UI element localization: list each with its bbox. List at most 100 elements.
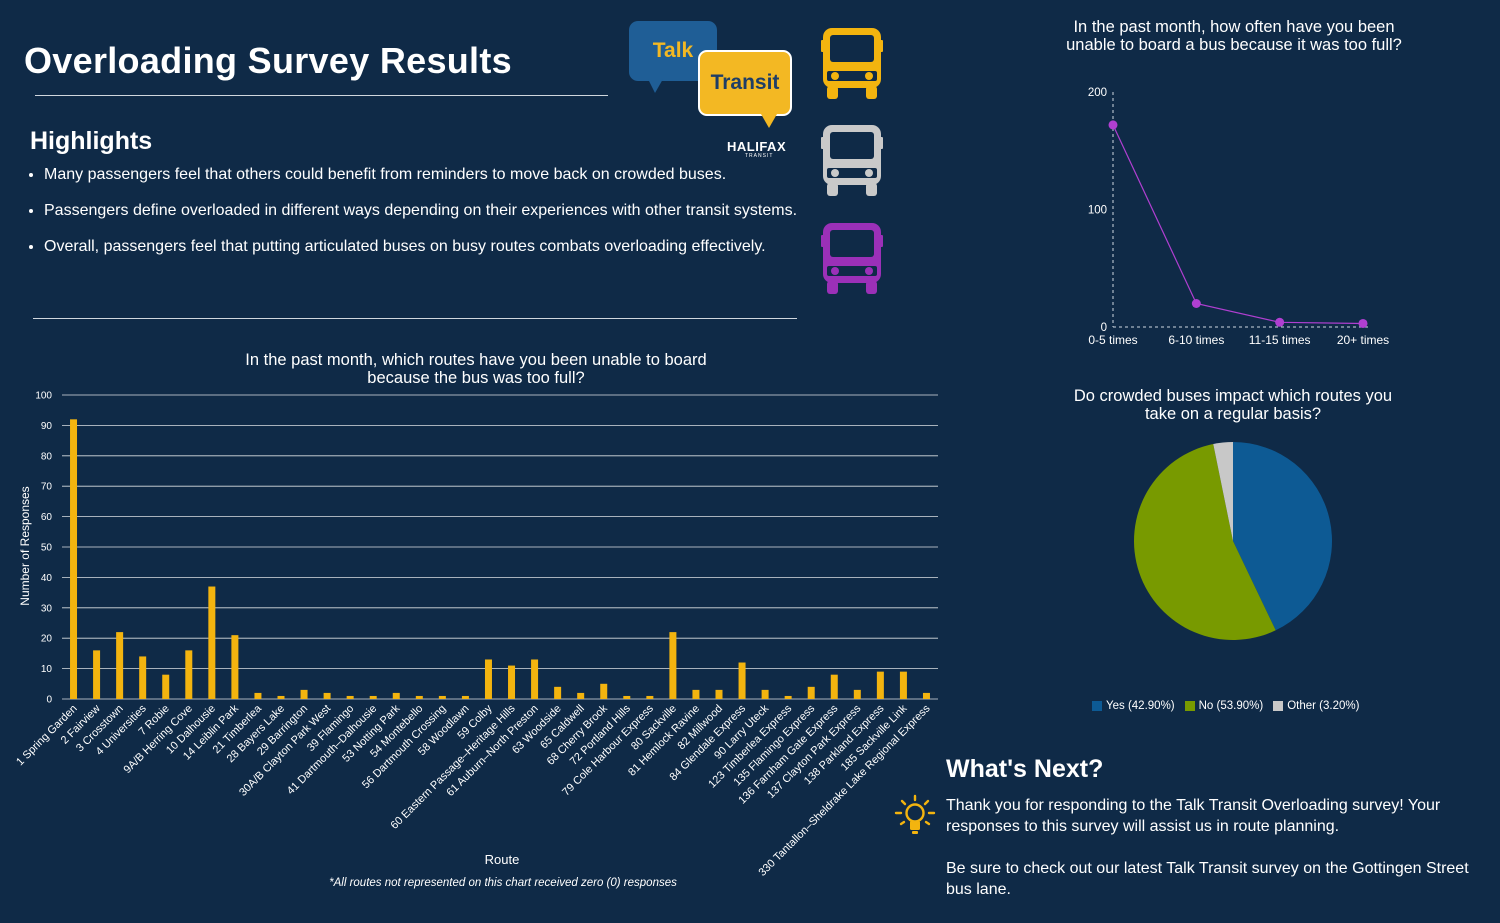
legend-swatch <box>1273 701 1284 711</box>
bus-wheel <box>866 183 877 196</box>
lightbulb-icon <box>894 794 936 834</box>
legend-swatch <box>1092 701 1102 711</box>
bus-wheel <box>866 281 877 294</box>
highlights-list: Many passengers feel that others could b… <box>24 166 844 274</box>
y-tick-label: 30 <box>41 603 53 614</box>
impact-pie-chart <box>1134 442 1332 640</box>
halifax-logo-text: HALIFAX <box>727 139 787 154</box>
bus-mirror <box>879 137 883 149</box>
legend-label: Other (3.20%) <box>1287 700 1360 712</box>
bar <box>415 695 423 699</box>
bar <box>623 695 631 699</box>
data-point <box>1275 317 1285 327</box>
bus-window <box>830 35 874 62</box>
routes-chart-title: In the past month, which routes have you… <box>245 351 707 387</box>
bar <box>922 692 930 699</box>
legend-label: No (53.90%) <box>1198 700 1264 712</box>
bar <box>807 686 815 699</box>
y-tick-label: 200 <box>1088 87 1107 99</box>
talk-transit-logo-transit: Transit <box>698 50 792 116</box>
bar <box>876 671 884 699</box>
bar <box>300 689 308 699</box>
pie-slice <box>1233 442 1332 631</box>
halifax-transit-subtext: TRANSIT <box>745 153 774 159</box>
y-tick-label: 40 <box>41 573 53 584</box>
bar <box>277 695 285 699</box>
bar <box>577 692 585 699</box>
bar <box>600 683 608 699</box>
y-tick-label: 0 <box>46 695 52 706</box>
highlights-divider <box>33 318 797 319</box>
bus-window <box>830 132 874 159</box>
pie-slice <box>1134 443 1276 640</box>
bar <box>346 695 354 699</box>
routes-chart-footnote: *All routes not represented on this char… <box>329 877 677 889</box>
bus-headlight <box>831 267 839 275</box>
bar <box>116 632 124 699</box>
bus-wheel <box>866 86 877 99</box>
bus-bumper <box>827 71 877 81</box>
bar <box>669 632 677 699</box>
frequency-chart-title: In the past month, how often have you be… <box>1066 18 1402 54</box>
bus-icon-yellow <box>821 28 883 99</box>
bus-headlight <box>865 169 873 177</box>
bus-mirror <box>821 235 825 247</box>
y-tick-label: 20 <box>41 634 53 645</box>
bar <box>185 650 193 699</box>
bar <box>784 695 792 699</box>
bar <box>899 671 907 699</box>
bar <box>139 656 147 699</box>
bus-headlight <box>865 267 873 275</box>
bar <box>484 659 492 699</box>
bar <box>392 692 400 699</box>
pie-slice <box>1213 442 1233 541</box>
bar <box>715 689 723 699</box>
y-tick-label: 0 <box>1101 322 1107 334</box>
bus-wheel <box>827 183 838 196</box>
bar <box>93 650 101 699</box>
impact-legend: Yes (42.90%) No (53.90%) Other (3.20%) <box>1092 700 1359 712</box>
bar <box>231 635 239 699</box>
whats-next-thanks: Thank you for responding to the Talk Tra… <box>946 797 1441 835</box>
data-point <box>1108 120 1118 130</box>
bar <box>162 674 170 699</box>
legend-item-yes: Yes (42.90%) <box>1092 700 1175 712</box>
bus-mirror <box>879 40 883 52</box>
bar <box>830 674 838 699</box>
bus-mirror <box>879 235 883 247</box>
bus-mirror <box>821 137 825 149</box>
bus-wheel <box>827 281 838 294</box>
x-tick-label: 11-15 times <box>1249 333 1311 347</box>
bar <box>208 586 216 699</box>
series-line <box>1112 124 1364 325</box>
bus-bumper <box>827 168 877 178</box>
title-divider <box>35 95 608 96</box>
bus-headlight <box>865 72 873 80</box>
bar <box>369 695 377 699</box>
bus-wheel <box>827 86 838 99</box>
frequency-line-chart: 0 100 200 0-5 times 6-10 times 11-15 times 20+… <box>1088 87 1389 347</box>
highlight-item: Overall, passengers feel that putting ar… <box>44 238 844 256</box>
bar <box>461 695 469 699</box>
bus-bumper <box>827 266 877 276</box>
transit-bubble-tail <box>761 114 777 128</box>
talk-bubble-tail <box>648 79 663 93</box>
y-tick-label: 10 <box>41 664 53 675</box>
legend-swatch <box>1184 701 1195 711</box>
whats-next-heading: What's Next? <box>946 755 1104 783</box>
page-title: Overloading Survey Results <box>24 40 512 81</box>
y-tick-label: 50 <box>41 543 53 554</box>
x-tick-label: 0-5 times <box>1088 333 1137 347</box>
y-tick-label: 100 <box>35 391 52 402</box>
legend-item-other: Other (3.20%) <box>1273 700 1359 712</box>
highlight-item: Passengers define overloaded in differen… <box>44 202 844 220</box>
bar <box>323 692 331 699</box>
legend-label: Yes (42.90%) <box>1106 700 1175 712</box>
bar <box>254 692 262 699</box>
x-tick-label: 6-10 times <box>1168 333 1224 347</box>
bar <box>761 689 769 699</box>
legend-item-no: No (53.90%) <box>1184 700 1264 712</box>
bar <box>70 419 78 699</box>
bar <box>646 695 654 699</box>
